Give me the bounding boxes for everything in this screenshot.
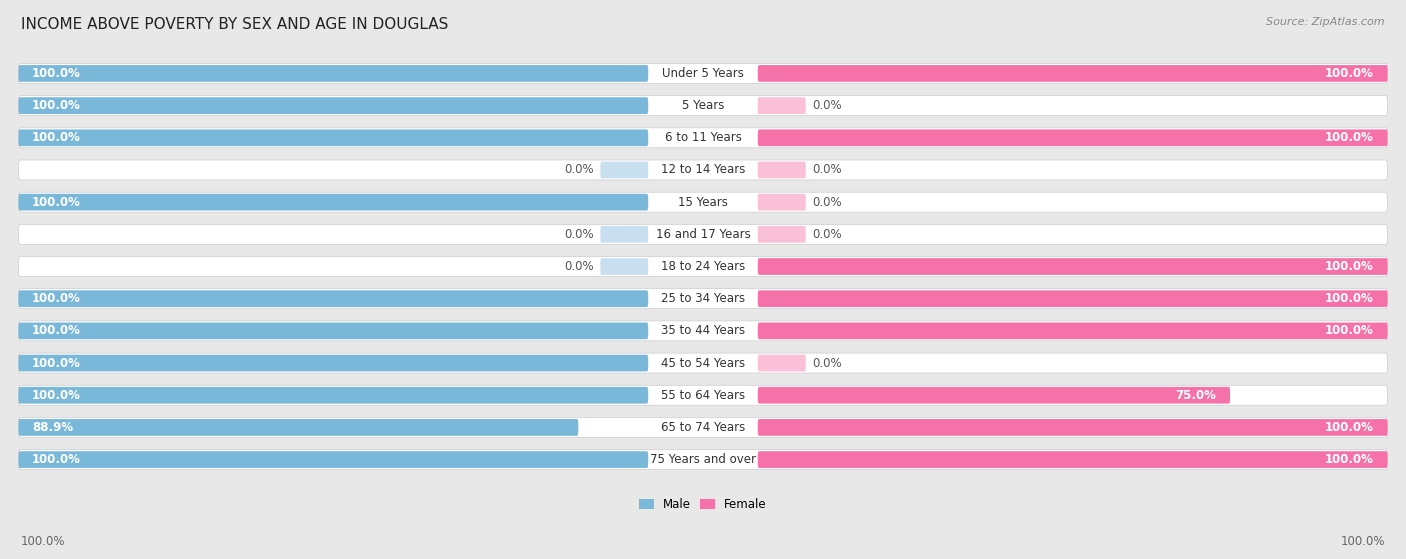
FancyBboxPatch shape — [758, 419, 1388, 436]
Text: 0.0%: 0.0% — [813, 196, 842, 209]
Text: 100.0%: 100.0% — [1340, 535, 1385, 548]
FancyBboxPatch shape — [18, 387, 648, 404]
Text: 75.0%: 75.0% — [1175, 389, 1216, 402]
Text: 100.0%: 100.0% — [32, 389, 82, 402]
Text: 18 to 24 Years: 18 to 24 Years — [661, 260, 745, 273]
FancyBboxPatch shape — [758, 194, 806, 211]
Text: 0.0%: 0.0% — [813, 99, 842, 112]
Text: 65 to 74 Years: 65 to 74 Years — [661, 421, 745, 434]
Text: 88.9%: 88.9% — [32, 421, 73, 434]
Text: 100.0%: 100.0% — [32, 453, 82, 466]
Text: 0.0%: 0.0% — [813, 357, 842, 369]
Text: 100.0%: 100.0% — [21, 535, 66, 548]
FancyBboxPatch shape — [600, 258, 648, 275]
FancyBboxPatch shape — [18, 65, 648, 82]
FancyBboxPatch shape — [18, 323, 648, 339]
FancyBboxPatch shape — [18, 321, 1388, 341]
Text: 6 to 11 Years: 6 to 11 Years — [665, 131, 741, 144]
FancyBboxPatch shape — [18, 449, 1388, 470]
Text: 35 to 44 Years: 35 to 44 Years — [661, 324, 745, 338]
Text: 100.0%: 100.0% — [32, 357, 82, 369]
Text: 0.0%: 0.0% — [564, 260, 593, 273]
FancyBboxPatch shape — [18, 194, 648, 211]
Text: 0.0%: 0.0% — [564, 228, 593, 241]
Text: 100.0%: 100.0% — [1324, 324, 1374, 338]
FancyBboxPatch shape — [758, 387, 1230, 404]
Text: 100.0%: 100.0% — [1324, 453, 1374, 466]
Text: 100.0%: 100.0% — [32, 99, 82, 112]
FancyBboxPatch shape — [758, 226, 806, 243]
FancyBboxPatch shape — [18, 353, 1388, 373]
FancyBboxPatch shape — [18, 97, 648, 114]
FancyBboxPatch shape — [18, 130, 648, 146]
Text: 100.0%: 100.0% — [32, 131, 82, 144]
Text: 100.0%: 100.0% — [32, 324, 82, 338]
Text: 100.0%: 100.0% — [1324, 260, 1374, 273]
Text: 100.0%: 100.0% — [1324, 292, 1374, 305]
Text: 100.0%: 100.0% — [1324, 421, 1374, 434]
FancyBboxPatch shape — [18, 257, 1388, 277]
FancyBboxPatch shape — [18, 385, 1388, 405]
FancyBboxPatch shape — [18, 96, 1388, 116]
Text: 100.0%: 100.0% — [1324, 131, 1374, 144]
FancyBboxPatch shape — [758, 162, 806, 178]
Text: Source: ZipAtlas.com: Source: ZipAtlas.com — [1267, 17, 1385, 27]
Text: 100.0%: 100.0% — [32, 67, 82, 80]
FancyBboxPatch shape — [18, 419, 578, 436]
FancyBboxPatch shape — [758, 97, 806, 114]
Text: 12 to 14 Years: 12 to 14 Years — [661, 163, 745, 177]
FancyBboxPatch shape — [758, 130, 1388, 146]
Text: 15 Years: 15 Years — [678, 196, 728, 209]
FancyBboxPatch shape — [600, 226, 648, 243]
Text: 16 and 17 Years: 16 and 17 Years — [655, 228, 751, 241]
FancyBboxPatch shape — [758, 451, 1388, 468]
Text: 100.0%: 100.0% — [1324, 67, 1374, 80]
FancyBboxPatch shape — [18, 355, 648, 371]
FancyBboxPatch shape — [18, 128, 1388, 148]
FancyBboxPatch shape — [18, 290, 648, 307]
FancyBboxPatch shape — [758, 355, 806, 371]
FancyBboxPatch shape — [18, 224, 1388, 244]
FancyBboxPatch shape — [758, 65, 1388, 82]
FancyBboxPatch shape — [18, 160, 1388, 180]
Text: INCOME ABOVE POVERTY BY SEX AND AGE IN DOUGLAS: INCOME ABOVE POVERTY BY SEX AND AGE IN D… — [21, 17, 449, 32]
Text: 100.0%: 100.0% — [32, 196, 82, 209]
FancyBboxPatch shape — [18, 289, 1388, 309]
FancyBboxPatch shape — [758, 258, 1388, 275]
Text: 5 Years: 5 Years — [682, 99, 724, 112]
Text: 0.0%: 0.0% — [813, 228, 842, 241]
FancyBboxPatch shape — [18, 418, 1388, 437]
Text: 100.0%: 100.0% — [32, 292, 82, 305]
Text: 75 Years and over: 75 Years and over — [650, 453, 756, 466]
Text: 0.0%: 0.0% — [813, 163, 842, 177]
FancyBboxPatch shape — [18, 192, 1388, 212]
Text: Under 5 Years: Under 5 Years — [662, 67, 744, 80]
Text: 25 to 34 Years: 25 to 34 Years — [661, 292, 745, 305]
Text: 0.0%: 0.0% — [564, 163, 593, 177]
FancyBboxPatch shape — [18, 64, 1388, 83]
Text: 45 to 54 Years: 45 to 54 Years — [661, 357, 745, 369]
FancyBboxPatch shape — [18, 451, 648, 468]
FancyBboxPatch shape — [600, 162, 648, 178]
FancyBboxPatch shape — [758, 323, 1388, 339]
FancyBboxPatch shape — [758, 290, 1388, 307]
Text: 55 to 64 Years: 55 to 64 Years — [661, 389, 745, 402]
Legend: Male, Female: Male, Female — [634, 493, 772, 515]
